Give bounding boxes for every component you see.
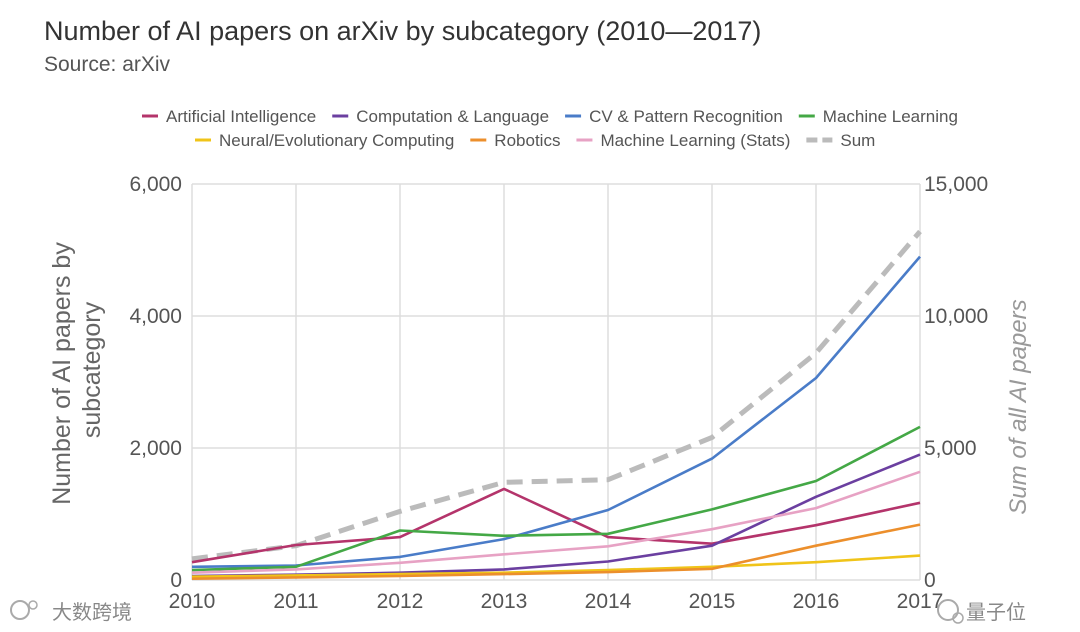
chart-subtitle: Source: arXiv bbox=[44, 53, 171, 76]
x-tick-label: 2014 bbox=[585, 590, 632, 613]
watermark-right-dot-icon bbox=[952, 612, 964, 624]
y-tick-label: 0 bbox=[170, 569, 182, 592]
watermark-left-text: 大数跨境 bbox=[52, 600, 132, 624]
y2-tick-label: 0 bbox=[924, 569, 936, 592]
y-tick-label: 2,000 bbox=[129, 437, 182, 460]
legend-label-computation-language: Computation & Language bbox=[356, 107, 549, 126]
x-tick-label: 2015 bbox=[689, 590, 736, 613]
y-tick-label: 4,000 bbox=[129, 305, 182, 328]
legend-label-sum: Sum bbox=[840, 131, 875, 150]
watermark-right-text: 量子位 bbox=[966, 600, 1026, 624]
legend: Artificial Intelligence Computation & Lan… bbox=[142, 107, 958, 150]
x-axis-ticks: 2010 2011 2012 2013 2014 2015 2016 2017 bbox=[169, 590, 944, 613]
legend-label-neural-evolutionary-computing: Neural/Evolutionary Computing bbox=[219, 131, 454, 150]
watermark-right: 量子位 bbox=[937, 599, 1026, 624]
y-tick-label: 6,000 bbox=[129, 173, 182, 196]
grid bbox=[191, 183, 921, 581]
series-line-robotics bbox=[191, 523, 921, 580]
x-tick-label: 2010 bbox=[169, 590, 216, 613]
y2-axis-ticks: 0 5,000 10,000 15,000 bbox=[924, 173, 988, 592]
x-tick-label: 2012 bbox=[377, 590, 424, 613]
watermark-left-logo-icon bbox=[10, 600, 30, 620]
x-tick-label: 2017 bbox=[897, 590, 944, 613]
legend-label-artificial-intelligence: Artificial Intelligence bbox=[166, 107, 316, 126]
y2-tick-label: 5,000 bbox=[924, 437, 977, 460]
series-line-machine-learning-stats bbox=[191, 470, 921, 574]
y-axis-title: Number of AI papers by subcategory bbox=[48, 235, 106, 505]
legend-label-cv-pattern-recognition: CV & Pattern Recognition bbox=[589, 107, 783, 126]
series-line-neural-evolutionary-computing bbox=[191, 554, 921, 578]
x-tick-label: 2016 bbox=[793, 590, 840, 613]
series-line-machine-learning bbox=[191, 425, 921, 572]
series-line-sum bbox=[191, 229, 922, 562]
legend-label-robotics: Robotics bbox=[494, 131, 560, 150]
x-tick-label: 2011 bbox=[273, 590, 318, 613]
y2-tick-label: 15,000 bbox=[924, 173, 988, 196]
series-line-cv-pattern-recognition bbox=[191, 255, 921, 569]
watermark-right-logo-icon bbox=[937, 599, 959, 621]
legend-label-machine-learning-stats: Machine Learning (Stats) bbox=[600, 131, 790, 150]
y2-tick-label: 10,000 bbox=[924, 305, 988, 328]
series-layer bbox=[191, 229, 922, 580]
watermark-left: 大数跨境 bbox=[10, 600, 132, 624]
y-axis-ticks: 0 2,000 4,000 6,000 bbox=[129, 173, 182, 592]
watermark-left-dot-icon bbox=[28, 600, 38, 610]
legend-label-machine-learning: Machine Learning bbox=[823, 107, 958, 126]
x-tick-label: 2013 bbox=[481, 590, 528, 613]
y2-axis-title: Sum of all AI papers bbox=[1005, 299, 1032, 514]
series-line-artificial-intelligence bbox=[191, 487, 921, 564]
series-line-computation-language bbox=[191, 453, 921, 578]
chart-title: Number of AI papers on arXiv by subcateg… bbox=[44, 16, 762, 46]
